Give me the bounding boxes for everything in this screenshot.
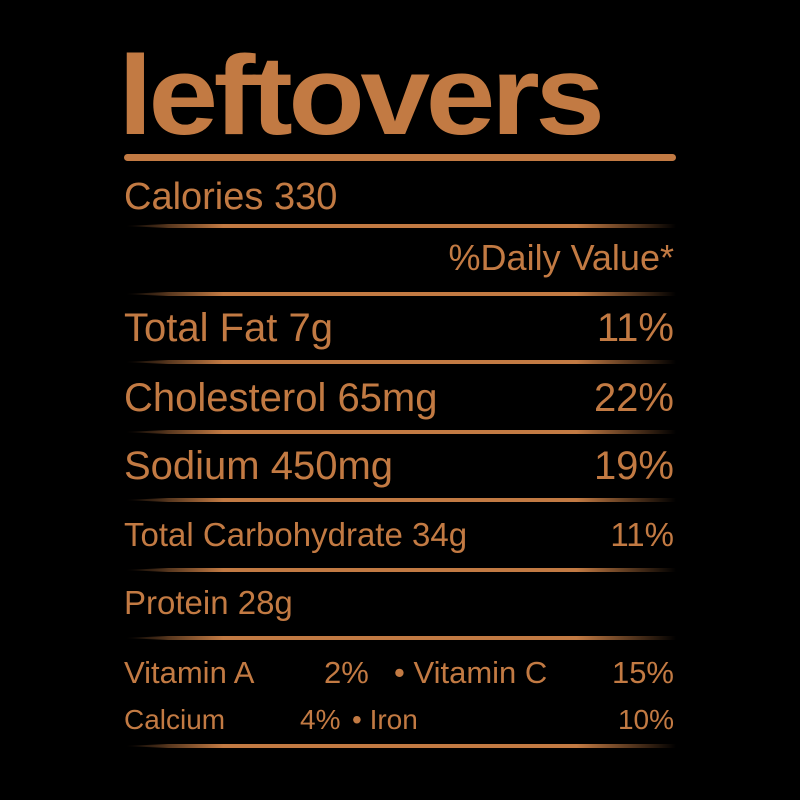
row-value: 11%	[596, 306, 674, 350]
vitamin-c-label: • Vitamin C	[394, 655, 548, 690]
vitamin-a-value: 2%	[324, 655, 369, 690]
divider	[124, 636, 676, 640]
vitamin-a-label: Vitamin A	[124, 655, 255, 690]
row-label: Protein 28g	[124, 584, 293, 621]
divider	[124, 360, 676, 364]
row-label: Total Fat 7g	[124, 306, 334, 350]
daily-value-header: %Daily Value*	[448, 237, 674, 278]
row-value: 19%	[593, 444, 674, 488]
row-label: Cholesterol 65mg	[124, 376, 438, 420]
title-divider	[124, 154, 676, 161]
divider	[124, 568, 676, 572]
calories: Calories 330	[124, 176, 338, 218]
row-label: Sodium 450mg	[124, 444, 394, 488]
row-value: 22%	[593, 376, 674, 420]
calcium-label: Calcium	[124, 704, 226, 735]
row-value: 11%	[610, 516, 674, 553]
divider	[124, 744, 676, 748]
divider	[124, 292, 676, 296]
row-label: Total Carbohydrate 34g	[124, 516, 468, 553]
divider	[124, 498, 676, 502]
divider	[124, 224, 676, 228]
vitamin-c-value: 15%	[611, 655, 674, 690]
divider	[124, 430, 676, 434]
iron-value: 10%	[617, 704, 674, 735]
title: leftovers	[118, 33, 605, 158]
calcium-value: 4%	[300, 704, 341, 735]
iron-label: • Iron	[352, 704, 418, 735]
